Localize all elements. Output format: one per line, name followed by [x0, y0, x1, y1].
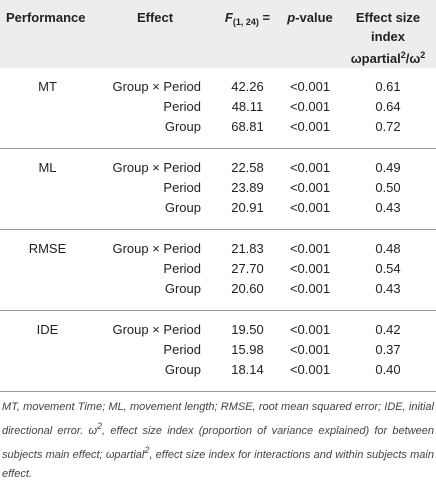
header-effect-size-line1: Effect size index — [356, 10, 420, 44]
effect-size-cell: 0.43 — [340, 279, 436, 311]
performance-label: IDE — [0, 311, 95, 341]
p-value-cell: <0.001 — [280, 360, 340, 392]
f-value-cell: 20.91 — [215, 198, 280, 230]
header-f-equals: = — [259, 10, 270, 25]
p-value-cell: <0.001 — [280, 198, 340, 230]
performance-spacer — [0, 360, 95, 392]
table-row: Period 48.11 <0.001 0.64 — [0, 97, 436, 117]
effect-size-cell: 0.54 — [340, 259, 436, 279]
effect-cell: Group × Period — [95, 311, 215, 341]
effect-cell: Period — [95, 259, 215, 279]
performance-spacer — [0, 340, 95, 360]
header-p-symbol: p — [287, 10, 295, 25]
performance-label: MT — [0, 68, 95, 97]
table-body: MT Group × Period 42.26 <0.001 0.61 Peri… — [0, 68, 436, 392]
p-value-cell: <0.001 — [280, 149, 340, 179]
header-f-df: (1, 24) — [233, 17, 259, 27]
effect-size-cell: 0.37 — [340, 340, 436, 360]
performance-spacer — [0, 198, 95, 230]
effect-cell: Group — [95, 198, 215, 230]
p-value-cell: <0.001 — [280, 117, 340, 149]
f-value-cell: 27.70 — [215, 259, 280, 279]
table-row: Group 20.91 <0.001 0.43 — [0, 198, 436, 230]
header-row: Performance Effect F(1, 24) = p-value Ef… — [0, 0, 436, 68]
p-value-cell: <0.001 — [280, 68, 340, 97]
f-value-cell: 21.83 — [215, 230, 280, 260]
table-row: Group 68.81 <0.001 0.72 — [0, 117, 436, 149]
p-value-cell: <0.001 — [280, 97, 340, 117]
effect-cell: Period — [95, 97, 215, 117]
performance-spacer — [0, 178, 95, 198]
table-header: Performance Effect F(1, 24) = p-value Ef… — [0, 0, 436, 68]
table-footer: MT, movement Time; ML, movement length; … — [0, 392, 436, 484]
effect-cell: Group × Period — [95, 230, 215, 260]
p-value-cell: <0.001 — [280, 340, 340, 360]
effect-size-cell: 0.48 — [340, 230, 436, 260]
f-value-cell: 22.58 — [215, 149, 280, 179]
performance-spacer — [0, 279, 95, 311]
table-row: MT Group × Period 42.26 <0.001 0.61 — [0, 68, 436, 97]
effect-size-cell: 0.40 — [340, 360, 436, 392]
f-value-cell: 48.11 — [215, 97, 280, 117]
performance-spacer — [0, 97, 95, 117]
table-row: IDE Group × Period 19.50 <0.001 0.42 — [0, 311, 436, 341]
performance-spacer — [0, 259, 95, 279]
table-row: RMSE Group × Period 21.83 <0.001 0.48 — [0, 230, 436, 260]
effect-cell: Group × Period — [95, 149, 215, 179]
effect-size-cell: 0.61 — [340, 68, 436, 97]
effect-size-cell: 0.72 — [340, 117, 436, 149]
f-value-cell: 42.26 — [215, 68, 280, 97]
p-value-cell: <0.001 — [280, 259, 340, 279]
table-row: ML Group × Period 22.58 <0.001 0.49 — [0, 149, 436, 179]
f-value-cell: 19.50 — [215, 311, 280, 341]
header-p-value: p-value — [280, 0, 340, 68]
table-row: Period 15.98 <0.001 0.37 — [0, 340, 436, 360]
performance-spacer — [0, 117, 95, 149]
header-f-symbol: F — [225, 10, 233, 25]
header-p-suffix: -value — [295, 10, 333, 25]
effect-cell: Group — [95, 279, 215, 311]
effect-cell: Group — [95, 117, 215, 149]
header-effect-size-omega: /ω — [406, 51, 421, 66]
performance-label: RMSE — [0, 230, 95, 260]
f-value-cell: 20.60 — [215, 279, 280, 311]
effect-size-cell: 0.43 — [340, 198, 436, 230]
table-row: Group 20.60 <0.001 0.43 — [0, 279, 436, 311]
effect-size-cell: 0.49 — [340, 149, 436, 179]
footnote: MT, movement Time; ML, movement length; … — [0, 392, 436, 484]
header-effect-size-omega-partial: ωpartial — [351, 51, 401, 66]
header-performance: Performance — [0, 0, 95, 68]
header-f-statistic: F(1, 24) = — [215, 0, 280, 68]
f-value-cell: 18.14 — [215, 360, 280, 392]
f-value-cell: 15.98 — [215, 340, 280, 360]
p-value-cell: <0.001 — [280, 279, 340, 311]
effect-size-cell: 0.50 — [340, 178, 436, 198]
p-value-cell: <0.001 — [280, 178, 340, 198]
footnote-row: MT, movement Time; ML, movement length; … — [0, 392, 436, 484]
effect-size-cell: 0.42 — [340, 311, 436, 341]
header-effect: Effect — [95, 0, 215, 68]
f-value-cell: 68.81 — [215, 117, 280, 149]
performance-label: ML — [0, 149, 95, 179]
effect-cell: Period — [95, 340, 215, 360]
table-row: Period 27.70 <0.001 0.54 — [0, 259, 436, 279]
f-value-cell: 23.89 — [215, 178, 280, 198]
effect-cell: Group — [95, 360, 215, 392]
table-row: Group 18.14 <0.001 0.40 — [0, 360, 436, 392]
effect-size-cell: 0.64 — [340, 97, 436, 117]
table-row: Period 23.89 <0.001 0.50 — [0, 178, 436, 198]
p-value-cell: <0.001 — [280, 311, 340, 341]
p-value-cell: <0.001 — [280, 230, 340, 260]
effect-cell: Group × Period — [95, 68, 215, 97]
effect-cell: Period — [95, 178, 215, 198]
header-effect-size-sup2: 2 — [420, 50, 425, 60]
